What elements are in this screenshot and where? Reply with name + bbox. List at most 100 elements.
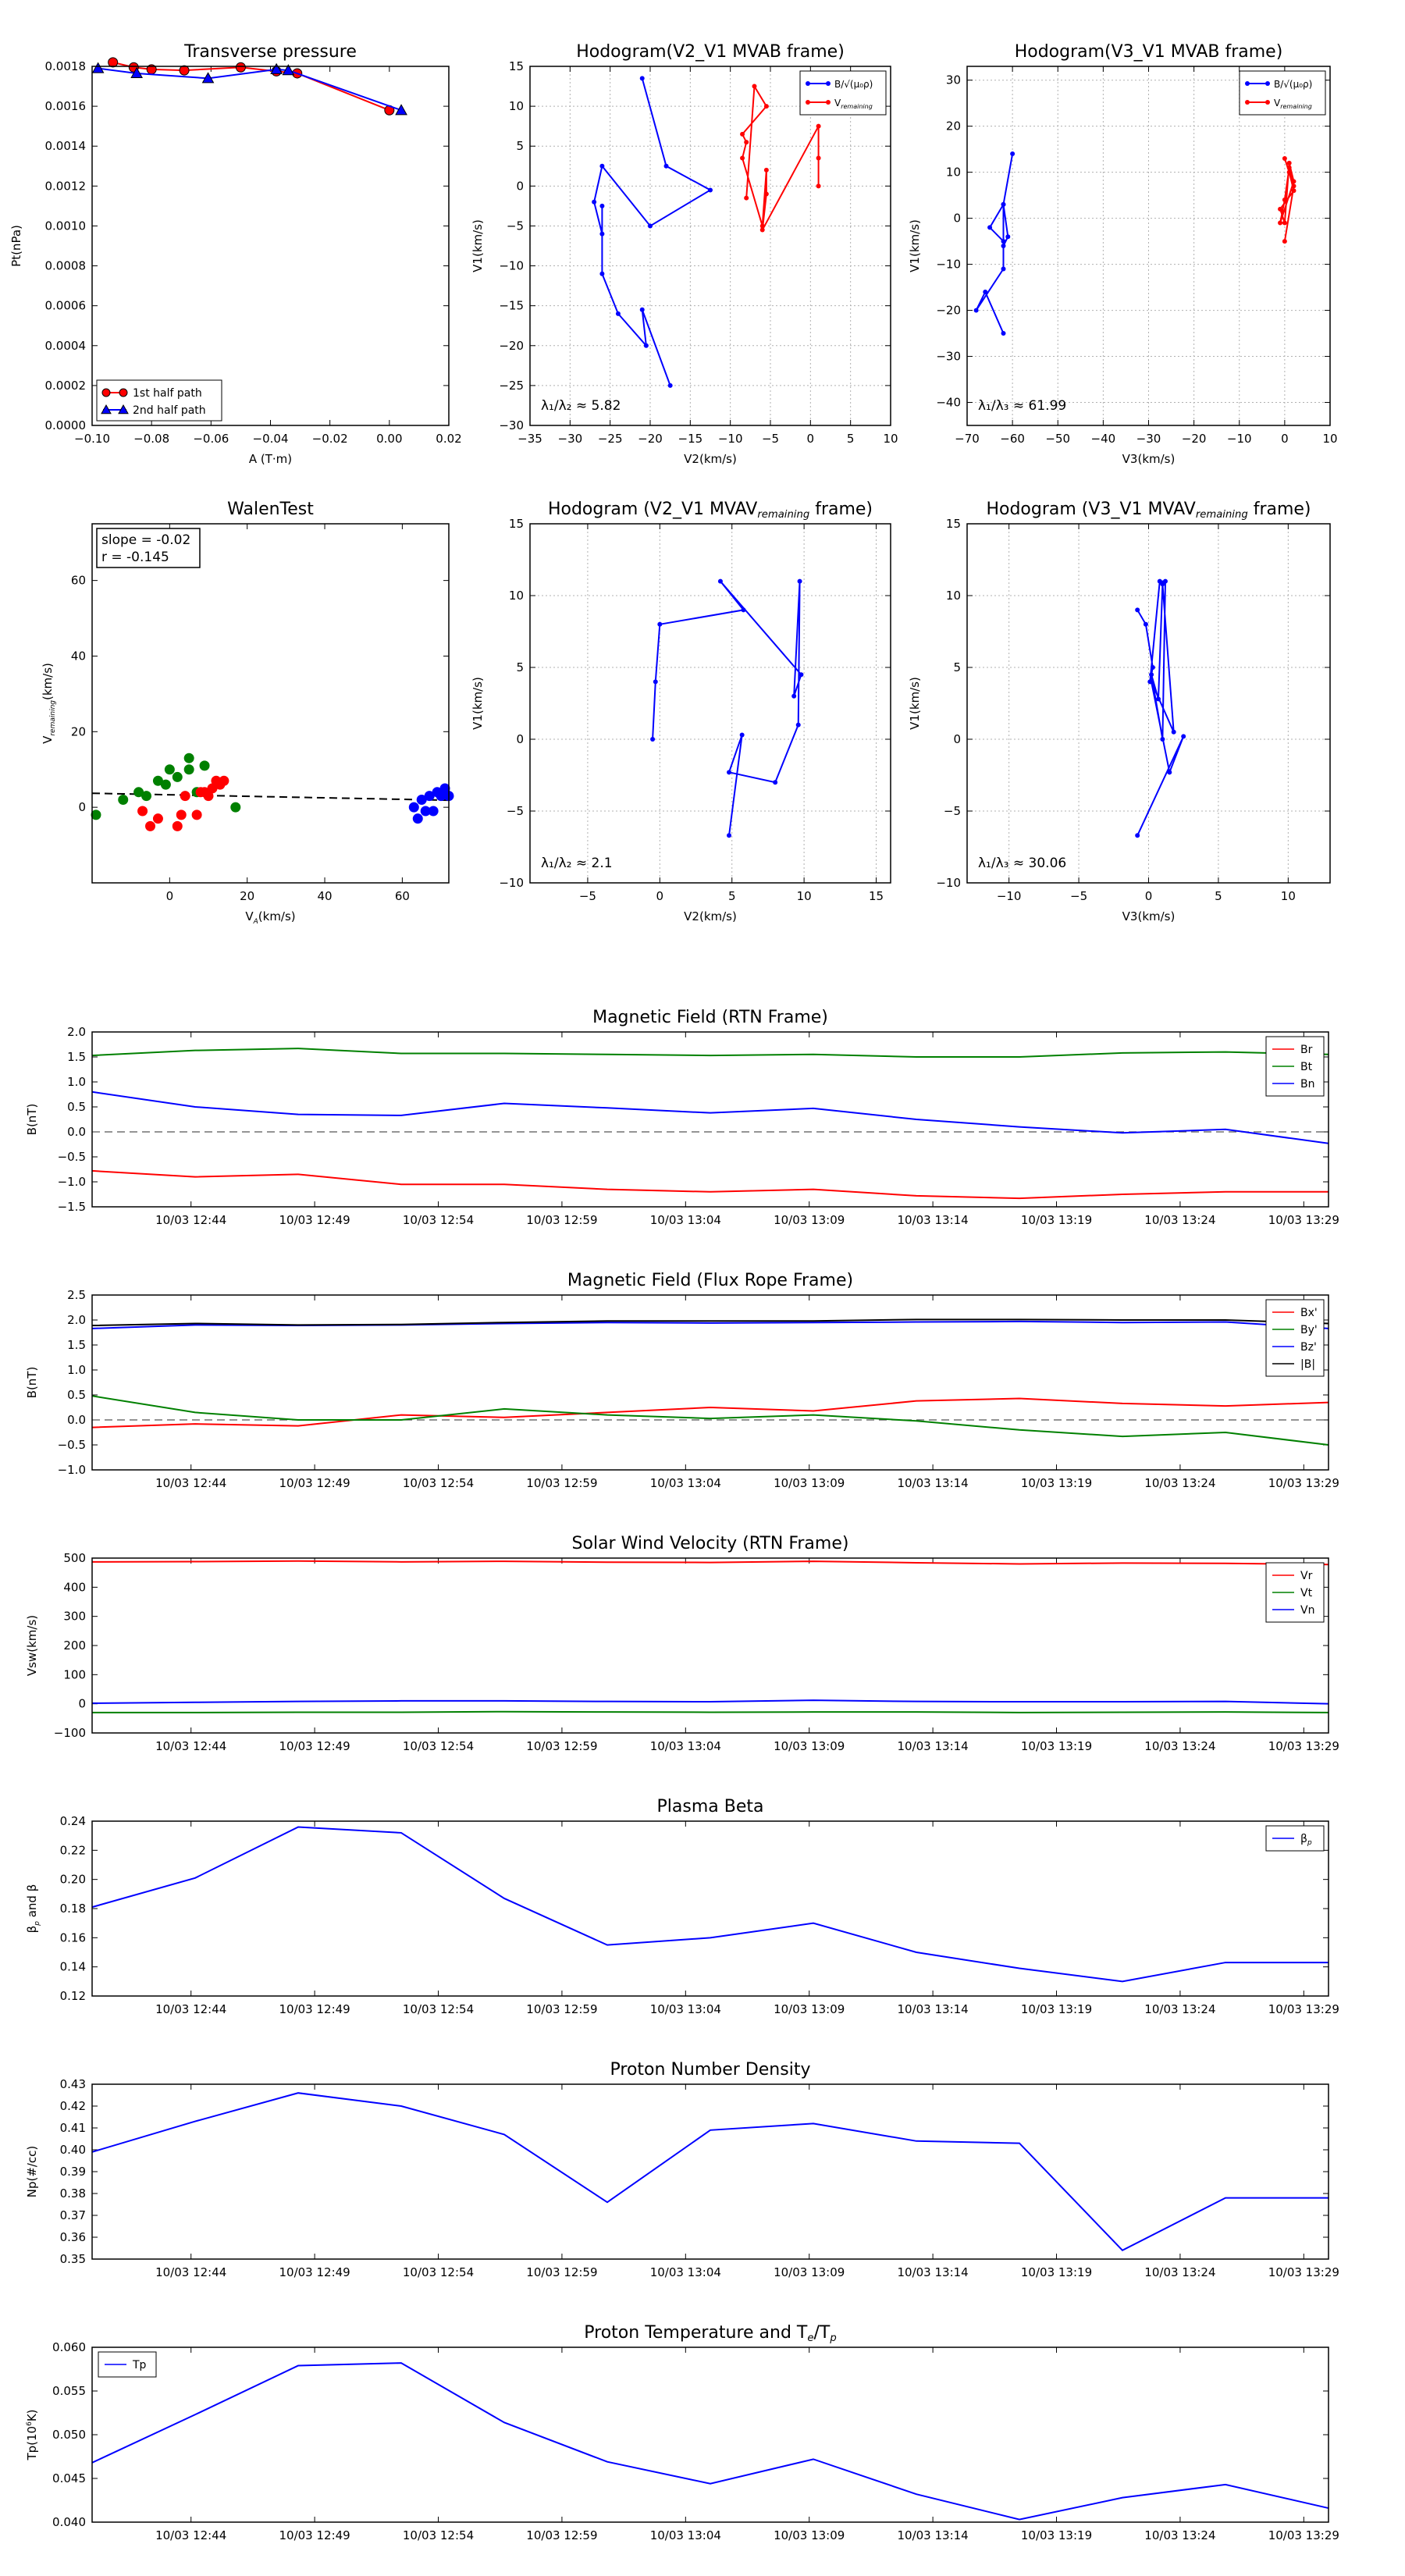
legend-label: 1st half path — [133, 387, 202, 400]
data-point — [797, 578, 802, 584]
fit-line — [91, 792, 450, 802]
x-tick-label: 10/03 13:29 — [1268, 2528, 1339, 2542]
chart-proton-temperature: Proton Temperature and Te/Tp 0.040 0.045 0.… — [25, 2323, 1339, 2542]
legend-label: Vn — [1300, 1604, 1314, 1617]
legend: Br Bt Bn — [1265, 1036, 1325, 1097]
data-point — [1001, 266, 1006, 272]
chart-walen-test: WalenTest 0 20 40 60 0 20 40 60 VA(km/s) Vremainin… — [41, 500, 454, 926]
y-tick-label: 0.0 — [67, 1413, 86, 1427]
data-point — [653, 679, 658, 685]
x-tick-label: 60 — [395, 889, 410, 903]
data-point — [1001, 201, 1006, 207]
series-line-Tp — [91, 2362, 1329, 2521]
x-tick-label: −0.08 — [133, 432, 169, 446]
series-line-Br — [91, 1169, 1329, 1200]
eigenvalue-ratio: λ₁/λ₂ ≈ 2.1 — [541, 856, 613, 871]
legend-box — [799, 70, 887, 116]
y-tick-label: 0.41 — [60, 2121, 86, 2135]
legend-label: Vr — [1300, 1570, 1313, 1582]
x-tick-label: −30 — [1136, 432, 1161, 446]
x-tick-label: −60 — [1000, 432, 1025, 446]
y-tick-label: 0.0008 — [45, 259, 87, 273]
legend-label: 2nd half path — [133, 404, 206, 417]
x-tick-label: 15 — [869, 889, 884, 903]
y-tick-label: 200 — [63, 1638, 86, 1653]
y-axis-label: V1(km/s) — [908, 219, 922, 272]
data-point — [599, 231, 605, 237]
data-point — [219, 775, 229, 786]
data-point — [1286, 169, 1292, 175]
y-axis-label: V1(km/s) — [471, 219, 485, 272]
data-point — [199, 760, 210, 771]
x-tick-label: 10/03 13:24 — [1144, 2002, 1215, 2016]
data-point — [1005, 234, 1011, 240]
x-tick-label: −10 — [997, 889, 1022, 903]
x-tick-label: 10/03 13:09 — [774, 1739, 845, 1753]
y-tick-label: 2.5 — [67, 1288, 86, 1302]
series-line-Bx — [91, 1397, 1329, 1429]
legend-label: Bz' — [1300, 1341, 1317, 1354]
x-tick-label: 0 — [1145, 889, 1153, 903]
y-tick-label: 400 — [63, 1580, 86, 1594]
legend-label: Vt — [1300, 1587, 1313, 1599]
x-tick-label: 10/03 13:24 — [1144, 1213, 1215, 1227]
series-line-Vt — [92, 1710, 1329, 1713]
y-tick-label: −10 — [499, 259, 524, 273]
data-point — [773, 780, 778, 785]
y-tick-label: 0.050 — [52, 2428, 86, 2442]
legend-label: B/√(μ₀ρ) — [1274, 79, 1312, 90]
data-point — [973, 308, 979, 313]
series-line-B — [91, 1318, 1329, 1327]
y-tick-label: 0.35 — [60, 2252, 86, 2266]
legend-label: |B| — [1300, 1358, 1315, 1371]
x-tick-label: 10/03 13:19 — [1021, 1476, 1092, 1490]
data-point — [172, 771, 183, 782]
y-tick-label: −1.0 — [58, 1175, 86, 1189]
data-point — [1282, 220, 1287, 226]
data-point — [816, 183, 821, 189]
series-line-Vr — [91, 1560, 1329, 1566]
y-tick-label: 10 — [946, 589, 961, 603]
data-point — [270, 62, 283, 74]
x-tick-label: 5 — [1215, 889, 1222, 903]
x-tick-label: 10/03 13:14 — [898, 1739, 969, 1753]
data-point — [164, 764, 175, 775]
y-tick-label: 0.37 — [60, 2208, 86, 2222]
y-tick-label: 2.0 — [67, 1025, 86, 1039]
data-point — [201, 72, 215, 84]
data-point — [179, 65, 190, 76]
data-point — [176, 809, 187, 820]
chart-hodogram-v2-v1-mvav: Hodogram (V2_V1 MVAVremaining frame) −5 0 5… — [471, 500, 891, 923]
y-tick-label: 0.0018 — [45, 59, 87, 73]
x-tick-label: −0.06 — [193, 432, 229, 446]
x-tick-label: 10/03 12:54 — [403, 1213, 474, 1227]
data-point — [643, 343, 649, 348]
x-tick-label: 10/03 12:59 — [526, 1213, 597, 1227]
y-tick-label: 0.5 — [67, 1100, 86, 1114]
data-point — [1282, 155, 1287, 161]
y-tick-label: −100 — [54, 1726, 86, 1740]
data-point — [1282, 197, 1287, 203]
y-tick-label: −1.5 — [58, 1200, 86, 1214]
eigenvalue-ratio: λ₁/λ₃ ≈ 30.06 — [978, 856, 1066, 871]
legend-marker — [826, 81, 831, 86]
series-line-Bt — [91, 1048, 1329, 1058]
data-point — [727, 833, 732, 838]
x-tick-label: −50 — [1045, 432, 1070, 446]
y-tick-label: −30 — [936, 350, 961, 364]
y-axis-label: Np(#/cc) — [25, 2146, 39, 2198]
data-point — [1135, 833, 1140, 838]
plot-frame — [91, 2083, 1329, 2260]
data-point — [708, 187, 713, 193]
y-tick-label: 15 — [509, 59, 524, 73]
legend-marker — [1265, 81, 1270, 86]
y-tick-label: −20 — [936, 304, 961, 318]
data-point — [752, 84, 757, 89]
x-tick-label: 5 — [728, 889, 736, 903]
data-point — [1135, 607, 1140, 613]
series-line-Bn — [91, 1091, 1329, 1144]
series-line-By — [91, 1395, 1329, 1446]
y-tick-label: 0 — [953, 212, 961, 226]
data-point — [91, 809, 101, 820]
series-line — [652, 580, 802, 836]
